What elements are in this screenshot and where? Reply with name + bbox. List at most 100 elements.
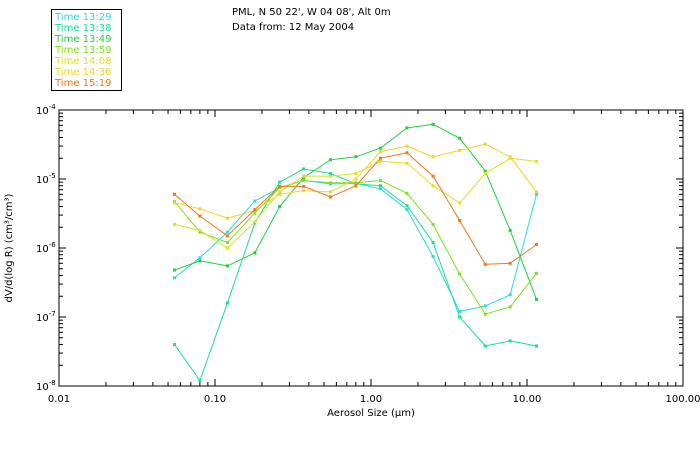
data-point bbox=[172, 192, 176, 196]
data-point bbox=[278, 184, 282, 188]
legend-item: Time 13:38 bbox=[55, 23, 112, 34]
data-point bbox=[534, 243, 538, 247]
series-line bbox=[174, 168, 537, 382]
data-point bbox=[225, 301, 229, 305]
data-point bbox=[483, 172, 487, 176]
legend-item: Time 14:36 bbox=[55, 67, 112, 78]
data-point bbox=[431, 255, 435, 259]
x-axis-title: Aerosol Size (μm) bbox=[327, 408, 415, 419]
data-point bbox=[302, 174, 306, 178]
x-axis-ticks: 0.01 0.10 1.00 10.00 100.00 bbox=[48, 110, 700, 405]
data-point bbox=[534, 192, 538, 196]
data-point bbox=[405, 161, 409, 165]
data-point bbox=[378, 184, 382, 188]
data-point bbox=[172, 201, 176, 205]
data-point bbox=[328, 158, 332, 162]
data-point bbox=[431, 222, 435, 226]
data-point bbox=[172, 276, 176, 280]
data-point bbox=[534, 344, 538, 348]
location-header: PML, N 50 22', W 04 08', Alt 0m bbox=[232, 7, 391, 18]
data-point bbox=[328, 181, 332, 185]
x-tick-label: 10.00 bbox=[513, 394, 542, 405]
data-point bbox=[198, 230, 202, 234]
data-point bbox=[225, 234, 229, 238]
data-point bbox=[378, 150, 382, 154]
data-point bbox=[354, 184, 358, 188]
series-line bbox=[174, 143, 537, 219]
data-point bbox=[253, 199, 257, 203]
data-point bbox=[458, 310, 462, 314]
data-point bbox=[458, 219, 462, 223]
data-point bbox=[405, 144, 409, 148]
legend-item: Time 13:49 bbox=[55, 34, 112, 45]
data-point bbox=[328, 195, 332, 199]
data-point bbox=[483, 312, 487, 316]
data-point bbox=[534, 159, 538, 163]
x-tick-label: 0.01 bbox=[48, 394, 70, 405]
data-point bbox=[225, 230, 229, 234]
data-point bbox=[198, 214, 202, 218]
data-point bbox=[534, 190, 538, 194]
legend-item: Time 14:08 bbox=[55, 56, 112, 67]
x-tick-label: 1.00 bbox=[360, 394, 382, 405]
data-point bbox=[172, 342, 176, 346]
data-point bbox=[508, 339, 512, 343]
data-point bbox=[508, 228, 512, 232]
data-point bbox=[198, 228, 202, 232]
data-point bbox=[431, 241, 435, 245]
y-tick-label: 10-6 bbox=[36, 241, 56, 255]
data-point bbox=[431, 184, 435, 188]
data-point bbox=[354, 155, 358, 159]
data-point bbox=[328, 172, 332, 176]
data-point bbox=[172, 268, 176, 272]
data-point bbox=[225, 216, 229, 220]
data-point bbox=[225, 241, 229, 245]
data-point bbox=[405, 204, 409, 208]
date-header: Data from: 12 May 2004 bbox=[232, 22, 355, 33]
data-point bbox=[378, 146, 382, 150]
data-point bbox=[302, 189, 306, 193]
data-point bbox=[534, 297, 538, 301]
data-point bbox=[483, 142, 487, 146]
y-axis-title: dV/d(log R) (cm³/cm³) bbox=[4, 193, 15, 302]
y-tick-label: 10-7 bbox=[36, 310, 56, 324]
x-tick-label: 100.00 bbox=[666, 394, 700, 405]
legend-item: Time 13:59 bbox=[55, 45, 112, 56]
legend: Time 13:29 Time 13:38 Time 13:49 Time 13:59… bbox=[51, 9, 122, 91]
data-point bbox=[302, 167, 306, 171]
data-point bbox=[458, 148, 462, 152]
data-point bbox=[405, 191, 409, 195]
data-point bbox=[378, 187, 382, 191]
data-point bbox=[405, 151, 409, 155]
data-point bbox=[378, 179, 382, 183]
data-point bbox=[198, 379, 202, 383]
data-point bbox=[198, 207, 202, 211]
x-tick-label: 0.10 bbox=[204, 394, 226, 405]
data-point bbox=[508, 293, 512, 297]
data-point bbox=[253, 211, 257, 215]
series-group bbox=[172, 122, 538, 383]
data-point bbox=[278, 190, 282, 194]
data-point bbox=[431, 122, 435, 126]
data-point bbox=[458, 136, 462, 140]
data-point bbox=[458, 315, 462, 319]
data-point bbox=[328, 174, 332, 178]
data-point bbox=[198, 256, 202, 260]
data-point bbox=[354, 172, 358, 176]
data-point bbox=[405, 208, 409, 212]
data-point bbox=[378, 159, 382, 163]
data-point bbox=[354, 181, 358, 185]
data-point bbox=[225, 246, 229, 250]
data-point bbox=[483, 169, 487, 173]
data-point bbox=[354, 177, 358, 181]
legend-item: Time 15:19 bbox=[55, 78, 112, 89]
data-point bbox=[328, 190, 332, 194]
y-tick-label: 10-4 bbox=[36, 103, 56, 117]
data-point bbox=[508, 155, 512, 159]
data-point bbox=[378, 156, 382, 160]
data-point bbox=[302, 179, 306, 183]
data-point bbox=[431, 155, 435, 159]
y-axis-ticks: 10-8 10-7 10-6 10-5 10-4 bbox=[36, 103, 683, 393]
data-point bbox=[253, 208, 257, 212]
